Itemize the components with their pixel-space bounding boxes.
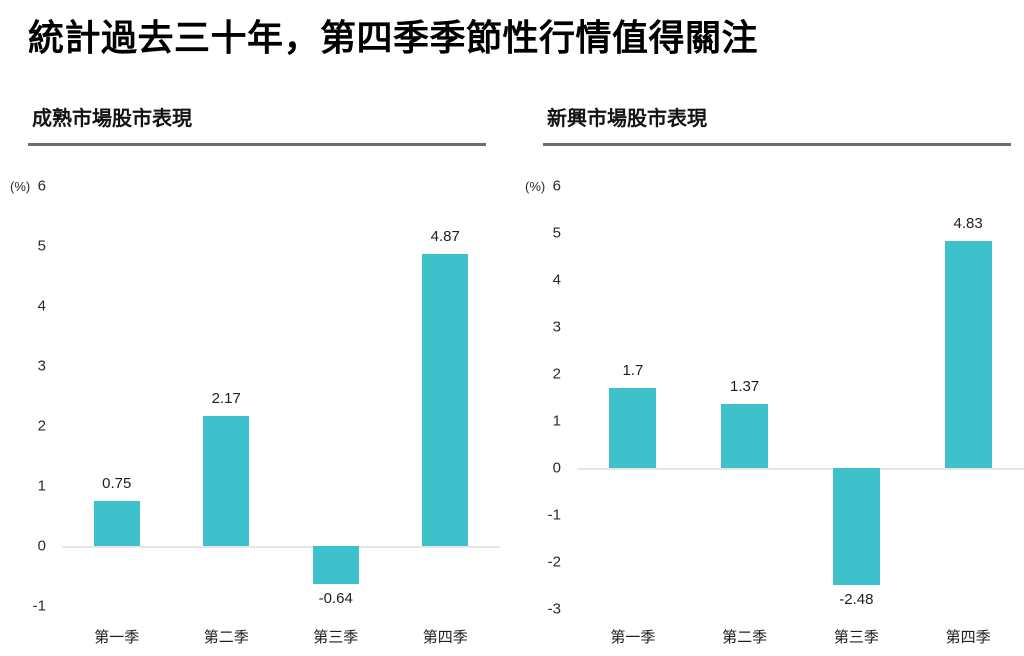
bar-value-label: -0.64	[318, 590, 353, 608]
panel-underline-emerging	[543, 143, 1011, 146]
x-category-label: 第一季	[94, 629, 140, 646]
y-tick-label: 6	[552, 177, 561, 195]
bar-value-label: 1.7	[622, 362, 644, 380]
y-tick-label: -1	[32, 597, 46, 615]
zero-baseline	[577, 468, 1024, 470]
zero-baseline	[62, 546, 500, 548]
x-category-label: 第三季	[833, 629, 879, 646]
bar-emerging-q2[interactable]	[721, 403, 769, 468]
y-tick-label: 4	[552, 271, 561, 289]
bar-developed-q4[interactable]	[422, 253, 469, 546]
y-tick-label: 1	[37, 477, 46, 495]
x-category-label: 第一季	[610, 629, 656, 646]
bar-value-label: 1.37	[730, 377, 760, 395]
x-category-label: 第四季	[945, 629, 991, 646]
panel-underline-developed	[28, 143, 486, 146]
y-tick-label: 2	[552, 365, 561, 383]
y-tick-label: 0	[552, 459, 561, 477]
bar-emerging-q4[interactable]	[944, 240, 992, 468]
bar-developed-q2[interactable]	[203, 415, 250, 546]
chart-developed-markets: (%) 6 5 4 3 2 1 0 -1 0.75 第一季 2.17 第二季 -0.64 第三季 4.87 第…	[0, 176, 500, 656]
bar-value-label: 2.17	[211, 389, 241, 407]
y-tick-label: -1	[547, 506, 561, 524]
y-tick-label: -3	[547, 600, 561, 618]
y-tick-label: 2	[37, 417, 46, 435]
x-category-label: 第四季	[422, 629, 468, 646]
y-tick-label: 3	[37, 357, 46, 375]
panel-heading-emerging: 新興市場股市表現	[547, 108, 707, 130]
chart-emerging-markets: (%) 6 5 4 3 2 1 0 -1 -2 -3 1.7 第一季 1.37 第二季 -2.48 第三季 4.…	[515, 176, 1024, 656]
bar-value-label: 0.75	[102, 475, 132, 492]
bar-value-label: 4.87	[430, 227, 460, 245]
y-tick-label: 4	[37, 297, 46, 315]
y-tick-label: 3	[552, 318, 561, 336]
y-tick-label: -2	[547, 553, 561, 571]
bar-value-label: 4.83	[953, 214, 983, 232]
bar-emerging-q3[interactable]	[832, 468, 880, 585]
bar-value-label: -2.48	[839, 590, 874, 608]
y-tick-label: 6	[37, 177, 46, 195]
y-tick-label: 5	[37, 237, 46, 255]
y-tick-label: 0	[37, 537, 46, 555]
y-axis-unit-label-right: (%)	[525, 179, 546, 194]
x-category-label: 第二季	[203, 629, 249, 646]
bar-developed-q3[interactable]	[312, 546, 359, 585]
y-tick-label: 5	[552, 224, 561, 242]
x-category-label: 第三季	[313, 629, 359, 646]
bar-emerging-q1[interactable]	[609, 388, 657, 468]
panel-developed-markets: 成熟市場股市表現	[28, 106, 486, 146]
y-axis-unit-label-left: (%)	[10, 179, 31, 194]
panel-emerging-markets: 新興市場股市表現	[543, 106, 1011, 146]
page-title: 統計過去三十年，第四季季節性行情值得關注	[28, 17, 759, 58]
y-tick-label: 1	[552, 412, 561, 430]
panel-heading-developed: 成熟市場股市表現	[32, 108, 192, 130]
x-category-label: 第二季	[722, 629, 768, 646]
bar-developed-q1[interactable]	[93, 501, 140, 546]
